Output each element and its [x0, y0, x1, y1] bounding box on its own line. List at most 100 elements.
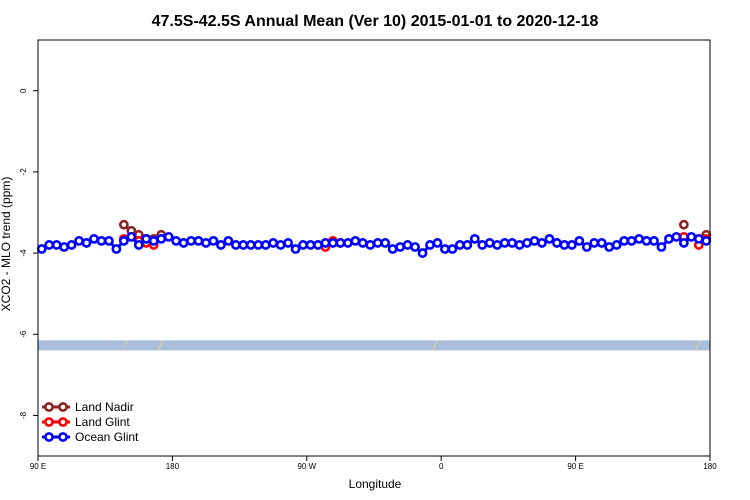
- series-2-point-8: [96, 235, 107, 246]
- legend-label-1: Land Glint: [75, 415, 130, 429]
- series-2-point-24: [216, 240, 226, 250]
- series-2-point-48: [395, 242, 406, 252]
- series-2-point-12: [126, 231, 137, 242]
- series-2-point-74: [589, 238, 600, 248]
- x-tick-label-3: 0: [439, 462, 444, 471]
- series-2-point-57: [462, 240, 473, 250]
- series-2-point-36: [305, 240, 316, 250]
- series-2-point-39: [328, 238, 338, 248]
- series-2-point-15: [148, 235, 159, 246]
- series-2-point-10: [111, 244, 122, 254]
- series-2-point-18: [171, 235, 182, 246]
- plot-frame: [37, 39, 711, 457]
- series-2-point-44: [365, 240, 376, 250]
- series-2-point-89: [701, 235, 712, 246]
- series-2-point-21: [193, 235, 204, 246]
- series-2-point-72: [574, 235, 585, 246]
- series-2-point-11: [118, 235, 129, 246]
- y-axis-label: XCO2 - MLO trend (ppm): [0, 177, 13, 312]
- series-2-point-55: [447, 244, 458, 254]
- series-2-point-46: [380, 238, 391, 248]
- series-2-point-19: [178, 238, 189, 248]
- series-2-point-0: [36, 244, 47, 254]
- series-2-point-28: [245, 240, 256, 250]
- ocean-strip: [38, 340, 710, 351]
- series-2-point-64: [514, 240, 525, 250]
- series-2-point-56: [454, 240, 465, 250]
- series-2-point-26: [230, 240, 241, 250]
- series-2: [36, 231, 712, 258]
- series-2-point-34: [290, 244, 301, 254]
- x-tick-label-5: 180: [703, 462, 717, 471]
- series-2-point-45: [372, 238, 383, 248]
- series-2-point-23: [208, 235, 219, 246]
- series-2-point-78: [619, 235, 630, 246]
- legend-marker-0: [44, 402, 54, 412]
- y-axis: 0 -2 -4 -6 -8: [19, 88, 38, 419]
- legend-label-0: Land Nadir: [75, 400, 134, 414]
- series-2-point-84: [664, 233, 674, 244]
- series-2-point-87: [686, 231, 697, 242]
- series-2-point-16: [156, 233, 167, 244]
- series-2-point-33: [283, 238, 294, 248]
- series-layer: [36, 219, 712, 258]
- series-2-point-20: [186, 235, 196, 246]
- series-2-point-66: [529, 235, 540, 246]
- series-0-point-6: [678, 219, 689, 230]
- series-2-point-58: [469, 233, 480, 244]
- series-2-point-25: [223, 235, 234, 246]
- series-2-point-4: [66, 240, 77, 250]
- series-2-point-32: [275, 240, 286, 250]
- series-2-point-5: [74, 235, 84, 246]
- y-tick-label-0: 0: [19, 88, 28, 93]
- series-2-point-59: [477, 240, 488, 250]
- series-2-point-43: [357, 238, 368, 248]
- series-2-point-35: [298, 240, 308, 250]
- series-2-point-30: [260, 240, 271, 250]
- series-2-point-49: [402, 240, 413, 250]
- series-2-point-27: [238, 240, 249, 250]
- x-tick-label-1: 180: [166, 462, 180, 471]
- series-2-point-13: [133, 240, 144, 250]
- series-2-point-62: [499, 238, 510, 248]
- series-2-point-9: [104, 235, 114, 246]
- series-2-point-63: [507, 238, 518, 248]
- legend-label-2: Ocean Glint: [75, 430, 139, 444]
- series-2-point-54: [440, 244, 450, 254]
- series-2-point-51: [417, 248, 428, 258]
- series-2-point-81: [641, 235, 652, 246]
- series-2-point-40: [335, 238, 346, 248]
- series-2-point-75: [596, 238, 607, 248]
- y-tick-label-1: -2: [19, 168, 28, 176]
- series-2-point-61: [492, 240, 503, 250]
- series-2-point-82: [649, 235, 659, 246]
- series-2-point-7: [89, 233, 99, 244]
- series-2-point-77: [611, 240, 622, 250]
- series-2-point-60: [484, 238, 495, 248]
- series-2-point-65: [522, 238, 532, 248]
- y-tick-label-4: -8: [19, 411, 28, 419]
- chart-title: 47.5S-42.5S Annual Mean (Ver 10) 2015-01…: [152, 13, 599, 30]
- y-tick-label-3: -6: [19, 330, 28, 338]
- land-patch-1: [157, 340, 164, 351]
- series-2-point-17: [163, 231, 174, 242]
- series-2-point-52: [425, 240, 435, 250]
- series-2-point-14: [141, 233, 152, 244]
- series-2-point-53: [432, 238, 443, 248]
- series-2-point-22: [201, 238, 211, 248]
- legend-marker-b-2: [58, 432, 68, 442]
- series-2-point-67: [537, 238, 547, 248]
- series-2-point-70: [559, 240, 570, 250]
- series-2-point-31: [268, 238, 279, 248]
- series-2-point-79: [626, 235, 637, 246]
- x-tick-label-0: 90 E: [30, 462, 46, 471]
- y-tick-label-2: -4: [19, 249, 28, 257]
- series-2-point-80: [634, 233, 644, 244]
- series-0-point-0: [118, 219, 129, 230]
- x-tick-label-4: 90 E: [567, 462, 583, 471]
- series-2-point-42: [350, 235, 361, 246]
- series-2-point-86: [678, 238, 689, 248]
